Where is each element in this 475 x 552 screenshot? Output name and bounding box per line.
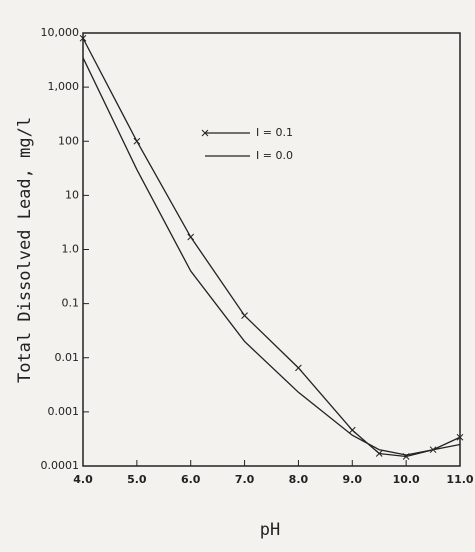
y-tick-label: 0.0001 (41, 459, 80, 472)
y-tick-label: 0.01 (55, 351, 80, 364)
y-tick-label: 100 (58, 134, 79, 147)
x-tick-label: 10.0 (393, 473, 420, 486)
data-marker (295, 364, 302, 372)
y-tick-label: 1,000 (48, 80, 80, 93)
data-marker (79, 34, 87, 42)
x-tick-label: 4.0 (73, 473, 93, 486)
y-tick-label: 10,000 (41, 26, 80, 39)
data-marker (133, 137, 141, 145)
legend-marker (201, 129, 209, 137)
x-tick-label: 8.0 (289, 473, 309, 486)
x-tick-label: 6.0 (181, 473, 201, 486)
data-marker (375, 450, 383, 457)
x-axis-label: pH (260, 520, 280, 540)
plot-frame (82, 32, 461, 467)
y-tick-label: 0.001 (48, 405, 80, 418)
x-tick-label: 5.0 (127, 473, 147, 486)
series-line (82, 57, 461, 456)
y-tick-label: 10 (65, 188, 79, 201)
legend-label: I = 0.1 (256, 126, 293, 139)
y-tick-label: 1.0 (62, 243, 80, 256)
data-marker (241, 312, 248, 319)
data-marker (456, 433, 464, 441)
data-marker (348, 426, 356, 434)
x-tick-label: 7.0 (235, 473, 255, 486)
x-tick-label: 9.0 (343, 473, 363, 486)
series-line (82, 37, 461, 458)
data-marker (187, 233, 195, 241)
y-tick-label: 0.1 (62, 297, 80, 310)
x-tick-label: 11.0 (446, 473, 473, 486)
legend-label: I = 0.0 (256, 149, 293, 162)
y-axis-label: Total Dissolved Lead, mg/l (15, 117, 35, 383)
